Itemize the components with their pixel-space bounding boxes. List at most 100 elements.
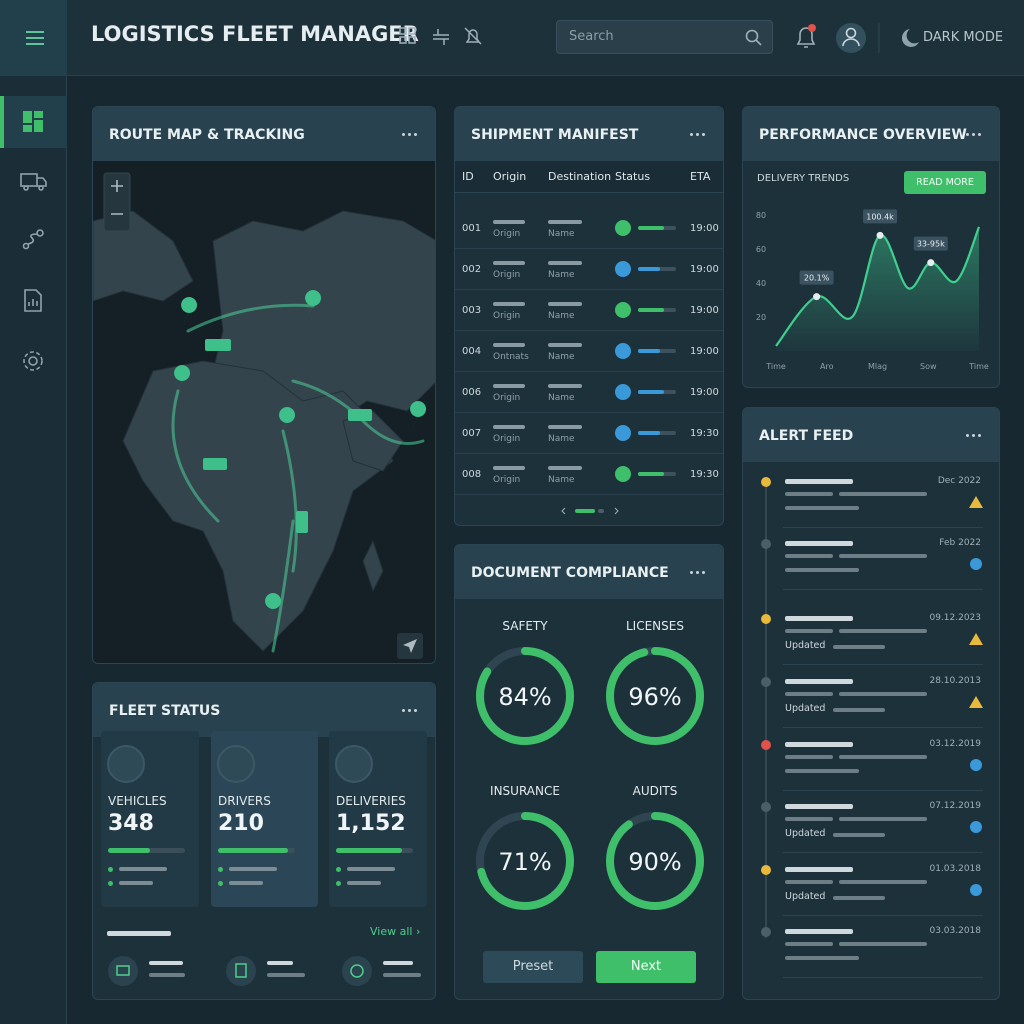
placeholder-line — [785, 769, 859, 773]
placeholder-line — [785, 554, 833, 558]
gauge-arc — [476, 812, 574, 910]
sidebar-icons — [0, 31, 67, 371]
x-tick-label: Mlag — [868, 362, 887, 371]
toolbar-icons[interactable] — [397, 22, 487, 52]
origin: Origin — [493, 475, 521, 485]
gauge-label: AUDITS — [633, 784, 678, 798]
row-id: 003 — [462, 305, 482, 316]
status-icon — [615, 220, 631, 236]
placeholder-line — [785, 956, 859, 960]
column-header: Destination — [548, 170, 612, 183]
annotation: 20.1% — [804, 274, 830, 283]
preset-button[interactable]: Preset — [483, 951, 583, 983]
status-icon — [615, 302, 631, 318]
chart-subtitle: DELIVERY TRENDS — [757, 173, 850, 184]
legend-dot — [336, 881, 341, 886]
placeholder-line — [785, 616, 853, 621]
row-divider — [455, 453, 723, 454]
tile-label: DELIVERIES — [336, 794, 406, 808]
line-chart: 20 40 60 80 Time Aro Mlag Sow Time 20.1% 100.4k 33-… — [756, 209, 989, 371]
column-header: ETA — [690, 170, 711, 183]
gauge-label: LICENSES — [626, 619, 684, 633]
alert-date: 03.03.2018 — [929, 926, 981, 936]
link-text[interactable]: View all — [370, 925, 413, 938]
header-icons[interactable] — [790, 18, 940, 58]
tile-label: DRIVERS — [218, 794, 271, 808]
gauge-label: SAFETY — [502, 619, 548, 633]
more-menu[interactable] — [402, 709, 405, 712]
progress-bar — [218, 848, 288, 853]
destination: Name — [548, 270, 575, 280]
row-id: 002 — [462, 264, 482, 275]
column-header: Origin — [493, 170, 527, 183]
more-menu[interactable] — [690, 571, 693, 574]
more-menu[interactable] — [966, 133, 969, 136]
next-button[interactable]: Next — [596, 951, 696, 983]
placeholder-line — [493, 302, 525, 306]
placeholder-line — [493, 425, 525, 429]
warning-icon — [969, 496, 983, 508]
divider — [783, 527, 983, 528]
eta: 19:00 — [690, 264, 719, 275]
more-menu[interactable] — [402, 133, 405, 136]
view-all-link[interactable]: View all › — [370, 925, 421, 938]
placeholder-line — [548, 220, 582, 224]
placeholder-line — [493, 261, 525, 265]
row-id: 004 — [462, 346, 482, 357]
origin: Origin — [493, 393, 521, 403]
placeholder-line — [785, 692, 833, 696]
card-title: PERFORMANCE OVERVIEW — [743, 107, 999, 161]
status-bar — [638, 267, 660, 271]
placeholder-line — [785, 804, 853, 809]
placeholder-line — [493, 220, 525, 224]
timeline-dot — [761, 539, 771, 549]
x-tick-label: Aro — [820, 362, 834, 371]
route-map[interactable] — [93, 161, 436, 664]
more-menu[interactable] — [966, 434, 969, 437]
alert-feed-card: ALERT FEED Dec 2022 Feb 2022 09.12.2023 Upd… — [742, 407, 1000, 1000]
area — [776, 226, 979, 351]
status-icon — [615, 425, 631, 441]
destination: Name — [548, 434, 575, 444]
placeholder-line — [229, 881, 263, 885]
placeholder-line — [839, 817, 927, 821]
tile-label: VEHICLES — [108, 794, 167, 808]
x-tick-label: Time — [968, 362, 989, 371]
timeline-dot — [761, 677, 771, 687]
placeholder-line — [839, 942, 927, 946]
row-divider — [455, 248, 723, 249]
placeholder-line — [833, 708, 885, 712]
alert-note: Updated — [785, 703, 826, 714]
placeholder-line — [548, 302, 582, 306]
card-title: SHIPMENT MANIFEST — [455, 107, 723, 161]
placeholder-line — [839, 629, 927, 633]
row-id: 008 — [462, 469, 482, 480]
pager[interactable] — [555, 505, 635, 517]
destination: Name — [548, 393, 575, 403]
row-id: 007 — [462, 428, 482, 439]
gauges: SAFETY 84% LICENSES 96% INSURANCE 71% AUDITS 90… — [476, 619, 704, 910]
info-icon — [970, 884, 982, 896]
info-icon — [970, 821, 982, 833]
annotation-point — [876, 231, 884, 239]
dark-mode-toggle[interactable]: DARK MODE — [923, 30, 1004, 45]
placeholder-line — [107, 931, 171, 936]
search-box[interactable]: Search — [556, 20, 773, 54]
manifest-card: SHIPMENT MANIFEST ID Origin Destination Sta… — [454, 106, 724, 526]
annotation-box — [863, 209, 898, 224]
read-more-button[interactable]: READ MORE — [904, 171, 986, 194]
tile-icon — [107, 745, 145, 783]
column-header: ID — [462, 170, 474, 183]
more-menu[interactable] — [690, 133, 693, 136]
placeholder-line — [839, 755, 927, 759]
destination: Name — [548, 311, 575, 321]
placeholder-line — [785, 817, 833, 821]
timeline-dot — [761, 614, 771, 624]
legend-dot — [108, 867, 113, 872]
eta: 19:30 — [690, 428, 719, 439]
status-icon — [615, 343, 631, 359]
placeholder-line — [548, 261, 582, 265]
warning-icon — [969, 633, 983, 645]
status-icon — [615, 384, 631, 400]
